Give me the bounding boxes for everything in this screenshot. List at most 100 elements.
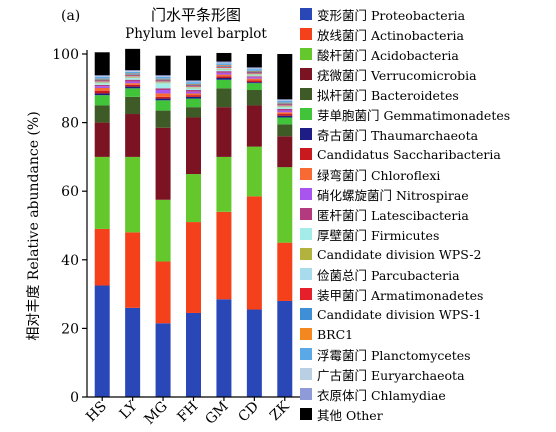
bar-segment-mg-19 bbox=[155, 75, 171, 77]
legend-swatch-5 bbox=[300, 108, 312, 120]
y-tick-label-20: 20 bbox=[61, 321, 79, 337]
legend-label-20: 其他 Other bbox=[317, 407, 383, 423]
y-tick-label-40: 40 bbox=[61, 253, 79, 269]
legend-item-11: 厚壁菌门 Firmicutes bbox=[300, 224, 556, 244]
legend-item-16: BRC1 bbox=[300, 324, 556, 344]
legend-item-2: 酸杆菌门 Acidobacteria bbox=[300, 44, 556, 64]
bar-segment-cd-7 bbox=[246, 80, 262, 83]
legend-label-7: Candidatus Saccharibacteria bbox=[317, 146, 501, 162]
legend-label-13: 俭菌总门 Parcubacteria bbox=[317, 267, 460, 283]
bar-segment-hs-11 bbox=[94, 83, 110, 85]
bar-segment-ly-15 bbox=[125, 74, 141, 76]
legend-item-12: Candidate division WPS-2 bbox=[300, 244, 556, 264]
bar-segment-cd-15 bbox=[246, 71, 262, 73]
bar-segment-ly-11 bbox=[125, 78, 141, 80]
x-tick-label-zk: ZK bbox=[267, 398, 293, 424]
bar-segment-fh-15 bbox=[186, 84, 201, 86]
legend-label-1: 放线菌门 Actinobacteria bbox=[317, 27, 464, 43]
y-tick-label-60: 60 bbox=[61, 184, 79, 200]
bar-segment-cd-18 bbox=[246, 68, 262, 70]
bar-segment-zk-9 bbox=[277, 110, 293, 113]
bar-segment-ly-10 bbox=[125, 79, 141, 82]
bar-segment-mg-12 bbox=[155, 82, 171, 84]
legend-swatch-3 bbox=[300, 68, 312, 80]
bar-segment-fh-3 bbox=[186, 117, 201, 175]
bar-segment-gm-0 bbox=[216, 299, 232, 397]
bar-segment-zk-0 bbox=[277, 300, 293, 397]
bar-segment-gm-14 bbox=[216, 66, 232, 68]
bar-segment-cd-0 bbox=[246, 309, 262, 397]
bar-segment-gm-17 bbox=[216, 63, 232, 65]
legend-swatch-0 bbox=[300, 8, 312, 20]
x-tick-label-hs: HS bbox=[83, 399, 110, 426]
bar-segment-fh-11 bbox=[186, 88, 201, 91]
bar-segment-gm-4 bbox=[216, 88, 232, 108]
bar-segment-ly-20 bbox=[125, 48, 141, 71]
bar-segment-cd-8 bbox=[246, 78, 262, 81]
bar-segment-fh-6 bbox=[186, 96, 201, 99]
legend-label-3: 疣微菌门 Verrucomicrobia bbox=[317, 67, 477, 83]
legend-swatch-1 bbox=[300, 28, 312, 40]
bar-segment-cd-5 bbox=[246, 83, 262, 91]
bar-segment-mg-18 bbox=[155, 76, 171, 77]
bar-segment-cd-12 bbox=[246, 74, 262, 76]
bar-segment-gm-11 bbox=[216, 69, 232, 72]
bar-segment-zk-10 bbox=[277, 108, 293, 111]
legend-label-11: 厚壁菌门 Firmicutes bbox=[317, 227, 440, 243]
bar-segment-ly-3 bbox=[125, 114, 141, 157]
bar-segment-zk-12 bbox=[277, 106, 293, 108]
bar-segment-fh-16 bbox=[186, 83, 201, 85]
bar-segment-cd-2 bbox=[246, 146, 262, 197]
legend-item-20: 其他 Other bbox=[300, 404, 556, 424]
bar-segment-mg-17 bbox=[155, 76, 171, 79]
bar-segment-fh-12 bbox=[186, 87, 201, 89]
bar-segment-hs-3 bbox=[94, 122, 110, 157]
legend-swatch-8 bbox=[300, 168, 312, 180]
legend-label-10: 匿杆菌门 Latescibacteria bbox=[317, 207, 469, 223]
legend-item-5: 芽单胞菌门 Gemmatimonadetes bbox=[300, 104, 556, 124]
bar-segment-cd-17 bbox=[246, 69, 262, 71]
bar-segment-ly-12 bbox=[125, 77, 141, 79]
bar-segment-mg-13 bbox=[155, 81, 171, 83]
bar-segment-zk-2 bbox=[277, 167, 293, 243]
bar-segment-mg-10 bbox=[155, 88, 171, 91]
bar-segment-hs-7 bbox=[94, 90, 110, 94]
bar-segment-mg-8 bbox=[155, 93, 171, 97]
legend-swatch-14 bbox=[300, 288, 312, 300]
bar-segment-cd-11 bbox=[246, 75, 262, 77]
bar-segment-hs-14 bbox=[94, 80, 110, 82]
bar-segment-cd-3 bbox=[246, 105, 262, 147]
bar-segment-ly-1 bbox=[125, 232, 141, 308]
bar-segment-hs-10 bbox=[94, 84, 110, 87]
y-axis-label: 相对丰度 Relative abundance (%) bbox=[26, 111, 42, 340]
bar-segment-zk-15 bbox=[277, 103, 293, 105]
bar-segment-zk-19 bbox=[277, 99, 293, 101]
bar-segment-hs-4 bbox=[94, 105, 110, 123]
legend-label-15: Candidate division WPS-1 bbox=[317, 306, 482, 322]
bar-segment-zk-18 bbox=[277, 100, 293, 101]
legend-item-3: 疣微菌门 Verrucomicrobia bbox=[300, 64, 556, 84]
x-tick-label-cd: CD bbox=[235, 399, 262, 426]
bar-segment-gm-7 bbox=[216, 76, 232, 79]
bar-segment-zk-5 bbox=[277, 117, 293, 125]
bar-segment-fh-20 bbox=[186, 55, 201, 81]
bar-segment-fh-13 bbox=[186, 86, 201, 88]
legend-label-2: 酸杆菌门 Acidobacteria bbox=[317, 47, 459, 63]
legend-item-17: 浮霉菌门 Planctomycetes bbox=[300, 344, 556, 364]
bar-segment-mg-2 bbox=[155, 199, 171, 262]
legend-swatch-13 bbox=[300, 268, 312, 280]
legend-swatch-4 bbox=[300, 88, 312, 100]
bar-segment-hs-15 bbox=[94, 79, 110, 81]
bar-segment-mg-16 bbox=[155, 78, 171, 80]
x-tick-label-gm: GM bbox=[202, 399, 231, 428]
bar-segment-zk-4 bbox=[277, 124, 293, 137]
bar-segment-cd-20 bbox=[246, 54, 262, 68]
bar-segment-cd-10 bbox=[246, 76, 262, 78]
legend-swatch-7 bbox=[300, 148, 312, 160]
bar-segment-zk-8 bbox=[277, 112, 293, 115]
bar-segment-hs-8 bbox=[94, 87, 110, 91]
bar-segment-mg-3 bbox=[155, 127, 171, 200]
bar-segment-cd-14 bbox=[246, 72, 262, 74]
legend-swatch-6 bbox=[300, 128, 312, 140]
